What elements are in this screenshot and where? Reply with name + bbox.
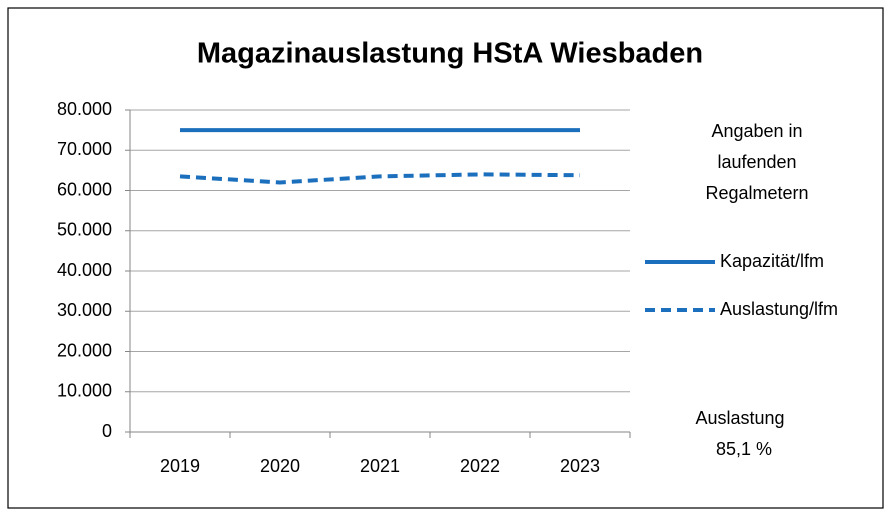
annotation: 85,1 % [716, 439, 772, 459]
y-tick-label: 0 [102, 421, 112, 441]
x-tick-label: 2023 [560, 456, 600, 476]
y-tick-label: 80.000 [57, 99, 112, 119]
y-tick-label: 70.000 [57, 139, 112, 159]
y-tick-label: 20.000 [57, 340, 112, 360]
annotation: Angaben in [711, 121, 802, 141]
annotation: laufenden [717, 152, 796, 172]
y-tick-label: 40.000 [57, 260, 112, 280]
x-tick-label: 2021 [360, 456, 400, 476]
chart-title: Magazinauslastung HStA Wiesbaden [197, 38, 703, 70]
x-tick-label: 2022 [460, 456, 500, 476]
chart-border [7, 7, 884, 509]
annotation: Regalmetern [705, 183, 808, 203]
y-tick-label: 10.000 [57, 381, 112, 401]
y-tick-label: 30.000 [57, 300, 112, 320]
legend-label: Auslastung/lfm [720, 299, 838, 319]
y-tick-label: 60.000 [57, 179, 112, 199]
x-tick-label: 2020 [260, 456, 300, 476]
y-tick-label: 50.000 [57, 220, 112, 240]
series-line [179, 172, 581, 185]
annotation: Auslastung [695, 408, 784, 428]
x-tick-label: 2019 [160, 456, 200, 476]
legend-label: Kapazität/lfm [720, 251, 824, 271]
